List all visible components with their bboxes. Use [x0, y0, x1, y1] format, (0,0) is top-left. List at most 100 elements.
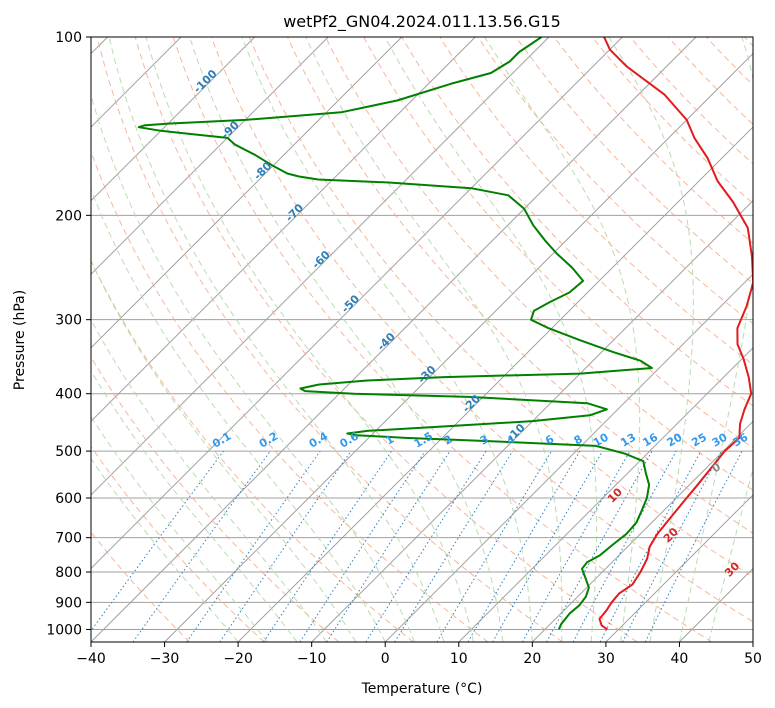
mixing-ratio-label: 1	[383, 433, 396, 448]
dry-adiabat-line	[515, 37, 753, 284]
mixing-ratio-line	[394, 450, 514, 642]
y-tick-label: 900	[55, 595, 82, 611]
moist-adiabat-line	[241, 37, 533, 642]
y-tick-label: 1000	[46, 622, 82, 638]
dry-adiabat-line	[667, 37, 753, 126]
moist-adiabat-line	[678, 37, 753, 642]
dry-adiabat-line	[744, 37, 753, 47]
x-tick-label: 20	[523, 651, 541, 667]
mixing-ratio-line	[219, 450, 352, 642]
isotherm-line	[237, 126, 753, 642]
x-tick-label: 10	[450, 651, 468, 667]
dry-adiabat-label: 30	[722, 559, 742, 579]
isotherm-line	[679, 567, 753, 642]
x-tick-label: −30	[150, 651, 180, 667]
dry-adiabat-label: 10	[605, 485, 625, 505]
dewpoint-profile-line	[137, 37, 653, 630]
y-tick-label: 500	[55, 444, 82, 460]
isotherm-label: -60	[309, 248, 332, 271]
mixing-ratio-line	[522, 450, 631, 642]
dry-adiabat-line	[248, 37, 753, 578]
isotherm-line	[91, 37, 550, 496]
chart-title: wetPf2_GN04.2024.011.13.56.G15	[283, 12, 561, 32]
dry-adiabat-line	[91, 531, 191, 642]
isotherm-line	[164, 52, 753, 642]
isotherm-label: -80	[251, 159, 274, 182]
mixing-ratio-label: 16	[640, 430, 660, 449]
moist-adiabat-line	[91, 415, 268, 642]
dry-adiabat-line	[287, 37, 753, 534]
dry-adiabat-line	[325, 37, 753, 491]
isotherm-line	[91, 37, 697, 642]
dry-adiabat-line	[91, 259, 414, 642]
mixing-ratio-line	[91, 450, 224, 632]
mixing-ratio-label: 0.1	[210, 430, 233, 451]
y-tick-label: 800	[55, 565, 82, 581]
dry-adiabat-line	[705, 37, 753, 86]
mixing-ratio-label: 36	[730, 430, 750, 449]
mixing-ratio-line	[572, 450, 677, 642]
mixing-ratio-label: 13	[618, 431, 638, 450]
moist-adiabat-label: 0	[710, 460, 723, 475]
isotherm-line	[531, 420, 753, 642]
moist-adiabat-line	[189, 37, 504, 642]
moist-adiabat-line	[145, 37, 474, 642]
isotherm-label: -50	[339, 292, 362, 315]
x-tick-label: 40	[671, 651, 689, 667]
moist-adiabat-line	[708, 467, 753, 642]
isotherm-line	[605, 494, 753, 642]
moist-adiabat-line	[91, 259, 357, 642]
isotherm-line	[458, 347, 753, 642]
moist-adiabat-line	[305, 37, 563, 642]
isotherm-line	[91, 37, 403, 349]
dry-adiabat-line	[591, 37, 753, 204]
dry-adiabat-line	[172, 37, 713, 642]
dry-adiabat-line	[96, 37, 563, 642]
x-tick-label: 0	[381, 651, 390, 667]
isotherm-label: -20	[460, 392, 483, 415]
x-tick-label: −10	[297, 651, 327, 667]
mixing-ratio-label: 0.4	[307, 429, 331, 450]
temperature-profile-line	[598, 37, 753, 631]
mixing-ratio-line	[263, 450, 392, 642]
moist-adiabat-line	[91, 188, 386, 642]
mixing-ratio-line	[186, 450, 321, 642]
mixing-ratio-label: 30	[710, 430, 730, 449]
dry-adiabat-line	[91, 150, 489, 642]
mixing-ratio-line	[326, 450, 451, 642]
mixing-ratio-label: 6	[543, 432, 556, 447]
isotherm-label: -30	[415, 363, 438, 386]
y-tick-label: 200	[55, 208, 82, 224]
x-tick-label: 30	[597, 651, 615, 667]
x-axis-label: Temperature (°C)	[361, 681, 483, 697]
dry-adiabat-line	[210, 37, 753, 623]
isotherm-line	[384, 273, 753, 642]
moist-adiabat-line	[91, 457, 239, 642]
mixing-ratio-line	[467, 450, 581, 642]
isotherm-label: -100	[191, 67, 220, 96]
isotherm-line	[91, 37, 256, 202]
dry-adiabat-line	[553, 37, 753, 244]
mixing-ratio-label: 3	[478, 433, 491, 448]
moist-adiabat-line	[608, 37, 694, 642]
mixing-ratio-line	[365, 450, 487, 642]
dry-adiabat-label: 20	[661, 525, 681, 545]
mixing-ratio-line	[546, 450, 653, 642]
plot-frame	[90, 36, 754, 643]
moist-adiabat-line	[91, 318, 327, 642]
background-lines	[91, 37, 753, 642]
x-tick-label: −20	[223, 651, 253, 667]
axes: −40 −30 −20 −10 0 10 20 30 40 5010020030040050060…	[46, 30, 762, 667]
isotherm-line	[91, 37, 623, 570]
y-tick-label: 400	[55, 387, 82, 403]
isotherm-line	[752, 641, 753, 642]
y-tick-label: 700	[55, 531, 82, 547]
dry-adiabat-line	[134, 37, 638, 642]
mixing-ratio-line	[644, 450, 743, 642]
mixing-ratio-line	[132, 450, 271, 642]
mixing-ratio-line	[299, 450, 426, 642]
mixing-ratio-label: 1.5	[412, 430, 435, 451]
x-tick-label: 50	[744, 651, 762, 667]
moist-adiabat-line	[91, 93, 416, 642]
